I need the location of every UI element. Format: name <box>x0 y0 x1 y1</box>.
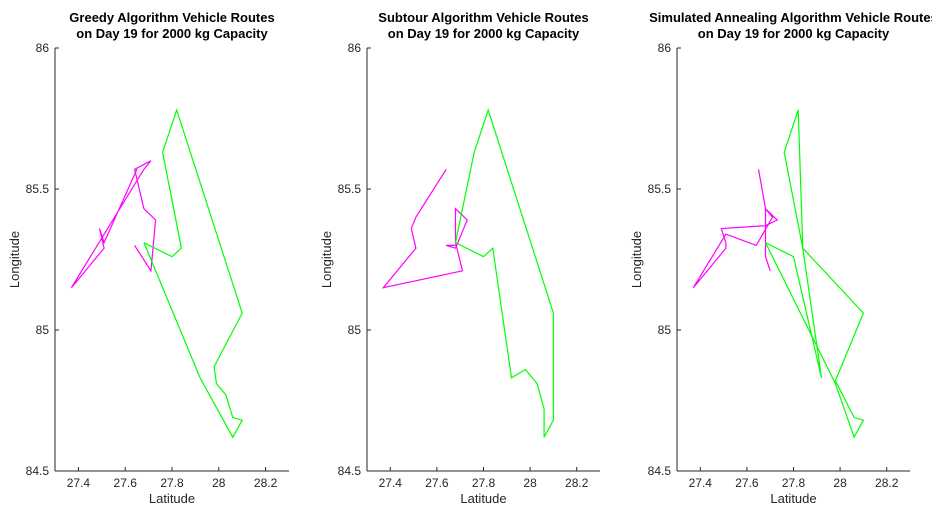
y-tick-label: 85 <box>348 323 362 337</box>
chart-title-line: Greedy Algorithm Vehicle Routes <box>69 10 274 25</box>
chart-title-line: Subtour Algorithm Vehicle Routes <box>378 10 588 25</box>
chart-title-line: Simulated Annealing Algorithm Vehicle Ro… <box>649 10 932 25</box>
chart-title-line: on Day 19 for 2000 kg Capacity <box>76 26 268 41</box>
y-tick-label: 85 <box>658 323 672 337</box>
x-tick-label: 27.6 <box>114 476 138 490</box>
x-tick-label: 28 <box>523 476 537 490</box>
y-tick-label: 86 <box>658 41 672 55</box>
x-tick-label: 27.8 <box>472 476 496 490</box>
x-tick-label: 28.2 <box>875 476 899 490</box>
x-axis-label: Latitude <box>770 491 816 506</box>
y-tick-label: 86 <box>348 41 362 55</box>
x-tick-label: 28 <box>833 476 847 490</box>
route-line-1 <box>381 168 468 289</box>
y-axis-label: Longitude <box>629 231 644 288</box>
y-axis-label: Longitude <box>7 231 22 288</box>
x-tick-label: 27.4 <box>67 476 91 490</box>
x-axis-label: Latitude <box>460 491 506 506</box>
y-tick-label: 85 <box>36 323 50 337</box>
y-tick-label: 85.5 <box>648 182 672 196</box>
x-tick-label: 27.4 <box>689 476 713 490</box>
x-tick-label: 27.6 <box>425 476 449 490</box>
x-tick-label: 28 <box>212 476 226 490</box>
y-tick-label: 85.5 <box>338 182 362 196</box>
x-tick-label: 27.8 <box>782 476 806 490</box>
y-axis-label: Longitude <box>319 231 334 288</box>
x-axis-label: Latitude <box>149 491 195 506</box>
route-line-1 <box>70 160 157 289</box>
x-tick-label: 27.8 <box>160 476 184 490</box>
x-tick-label: 28.2 <box>254 476 278 490</box>
route-line-2 <box>764 109 865 439</box>
y-tick-label: 84.5 <box>338 464 362 478</box>
y-tick-label: 84.5 <box>648 464 672 478</box>
route-line-2 <box>143 108 244 439</box>
x-tick-label: 27.6 <box>735 476 759 490</box>
route-line-2 <box>454 108 555 438</box>
chart-title-line: on Day 19 for 2000 kg Capacity <box>388 26 580 41</box>
chart-title-line: on Day 19 for 2000 kg Capacity <box>698 26 890 41</box>
x-tick-label: 27.4 <box>379 476 403 490</box>
x-tick-label: 28.2 <box>565 476 589 490</box>
y-tick-label: 85.5 <box>26 182 50 196</box>
y-tick-label: 86 <box>36 41 50 55</box>
route-line-1 <box>692 169 779 289</box>
chart-panel-3: Simulated Annealing Algorithm Vehicle Ro… <box>629 10 932 506</box>
y-tick-label: 84.5 <box>26 464 50 478</box>
